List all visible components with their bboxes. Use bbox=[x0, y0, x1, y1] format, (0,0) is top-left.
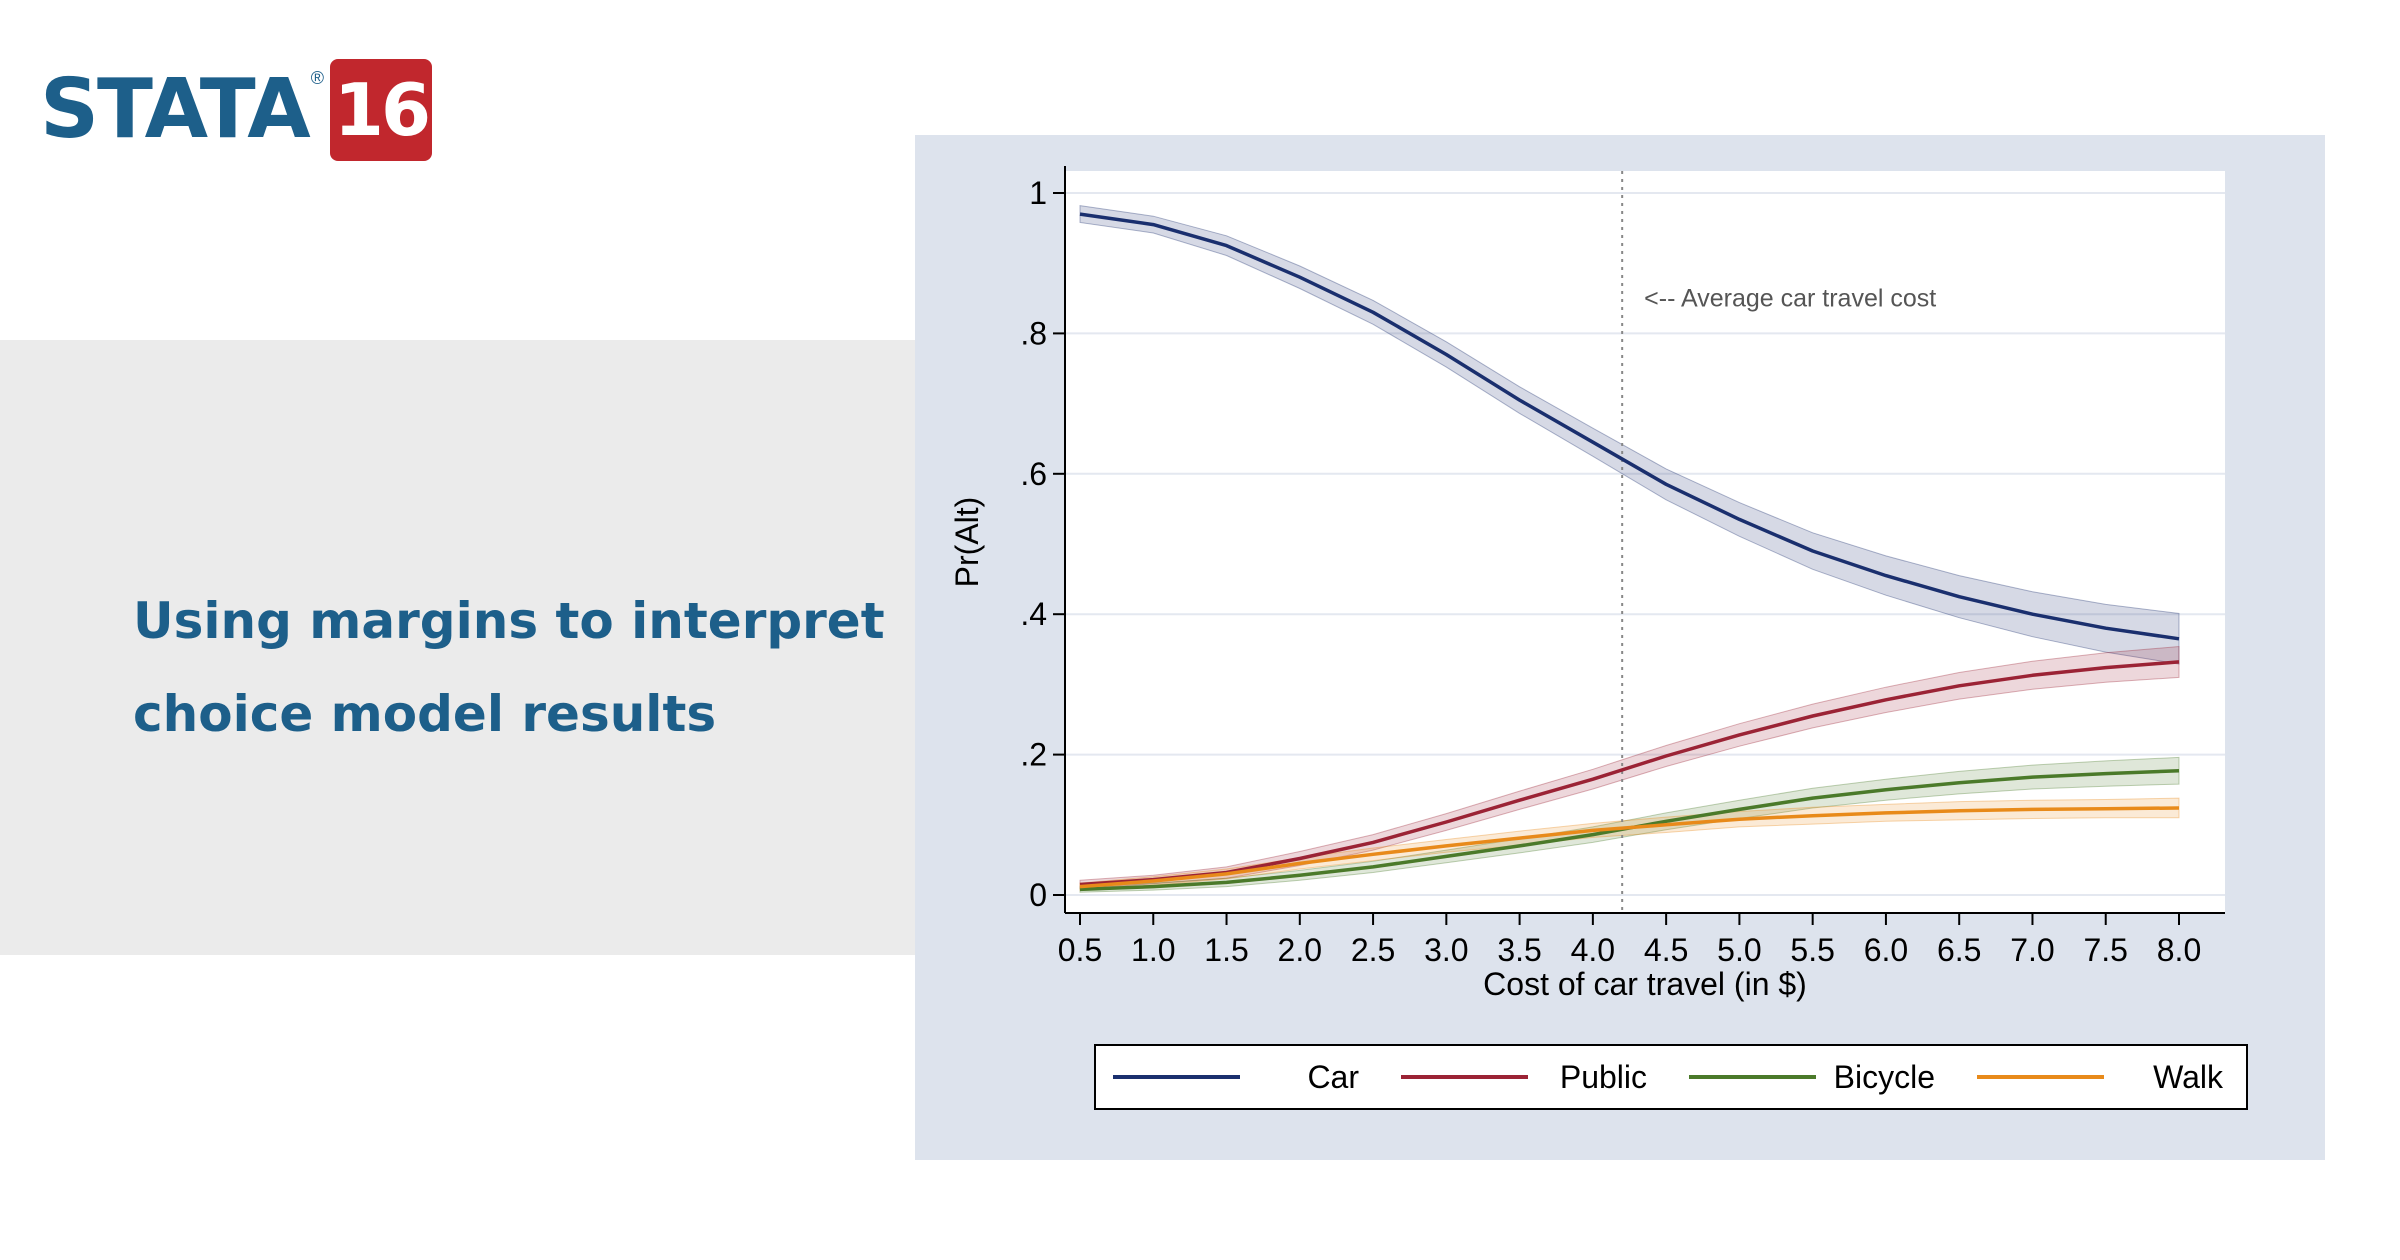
series-lines bbox=[1079, 212, 2180, 892]
headline-line-2: choice model results bbox=[133, 685, 717, 743]
reference-line-label: <-- Average car travel cost bbox=[1644, 284, 1936, 312]
stata-logo: STATA ® 16 bbox=[40, 58, 433, 162]
logo-wordmark: STATA bbox=[40, 62, 311, 157]
legend-label-walk: Walk bbox=[2153, 1059, 2224, 1095]
x-tick-label: 0.5 bbox=[1058, 932, 1102, 968]
x-tick-label: 5.0 bbox=[1717, 932, 1761, 968]
legend: Car Public Bicycle Walk bbox=[1094, 1044, 2248, 1110]
legend-label-public: Public bbox=[1560, 1059, 1647, 1095]
legend-label-car: Car bbox=[1307, 1059, 1359, 1095]
x-tick-label: 4.5 bbox=[1644, 932, 1688, 968]
y-tick-label: .4 bbox=[1020, 596, 1047, 632]
series-line-public bbox=[1079, 660, 2180, 887]
page-headline: Using margins to interpret choice model … bbox=[133, 575, 893, 761]
series-line-car bbox=[1079, 212, 2180, 641]
x-tick-label: 5.5 bbox=[1790, 932, 1834, 968]
y-tick-label: .8 bbox=[1020, 315, 1047, 351]
x-tick-label: 2.5 bbox=[1351, 932, 1395, 968]
version-badge: 16 bbox=[330, 59, 433, 161]
y-axis-title: Pr(Alt) bbox=[949, 497, 985, 588]
x-tick-label: 3.0 bbox=[1424, 932, 1468, 968]
x-tick-label: 7.5 bbox=[2083, 932, 2127, 968]
y-tick-label: 1 bbox=[1029, 175, 1047, 211]
x-tick-label: 3.5 bbox=[1497, 932, 1541, 968]
plot-area bbox=[1065, 171, 2225, 913]
headline-band bbox=[0, 340, 915, 955]
headline-line-1: Using margins to interpret bbox=[133, 592, 885, 650]
x-axis-title: Cost of car travel (in $) bbox=[1483, 966, 1807, 1002]
ci-band-car bbox=[1079, 205, 2180, 665]
ci-band-bicycle bbox=[1079, 756, 2180, 893]
reference-line-group: <-- Average car travel cost bbox=[1621, 171, 1936, 913]
margins-chart: <-- Average car travel cost 0 .2 .4 .6 .8 1 0.… bbox=[949, 166, 2248, 1110]
registered-mark: ® bbox=[310, 68, 325, 88]
x-tick-label: 8.0 bbox=[2157, 932, 2201, 968]
series-line-walk bbox=[1079, 806, 2180, 889]
y-tick-label: .6 bbox=[1020, 456, 1047, 492]
x-tick-label: 1.5 bbox=[1204, 932, 1248, 968]
x-tick-label: 2.0 bbox=[1278, 932, 1322, 968]
x-tick-label: 1.0 bbox=[1131, 932, 1175, 968]
y-tick-label: 0 bbox=[1029, 877, 1047, 913]
x-tick-label: 6.0 bbox=[1864, 932, 1908, 968]
chart-panel: <-- Average car travel cost 0 .2 .4 .6 .8 1 0.… bbox=[915, 135, 2325, 1160]
x-tick-label: 4.0 bbox=[1571, 932, 1615, 968]
y-tick-label: .2 bbox=[1020, 737, 1047, 773]
legend-label-bicycle: Bicycle bbox=[1834, 1059, 1935, 1095]
x-tick-label: 6.5 bbox=[1937, 932, 1981, 968]
x-tick-label: 7.0 bbox=[2010, 932, 2054, 968]
axes: 0 .2 .4 .6 .8 1 0.5 1.0 1.5 2.0 2.5 3.0 3.5 4.0 4.5 5.0… bbox=[949, 166, 2225, 1002]
